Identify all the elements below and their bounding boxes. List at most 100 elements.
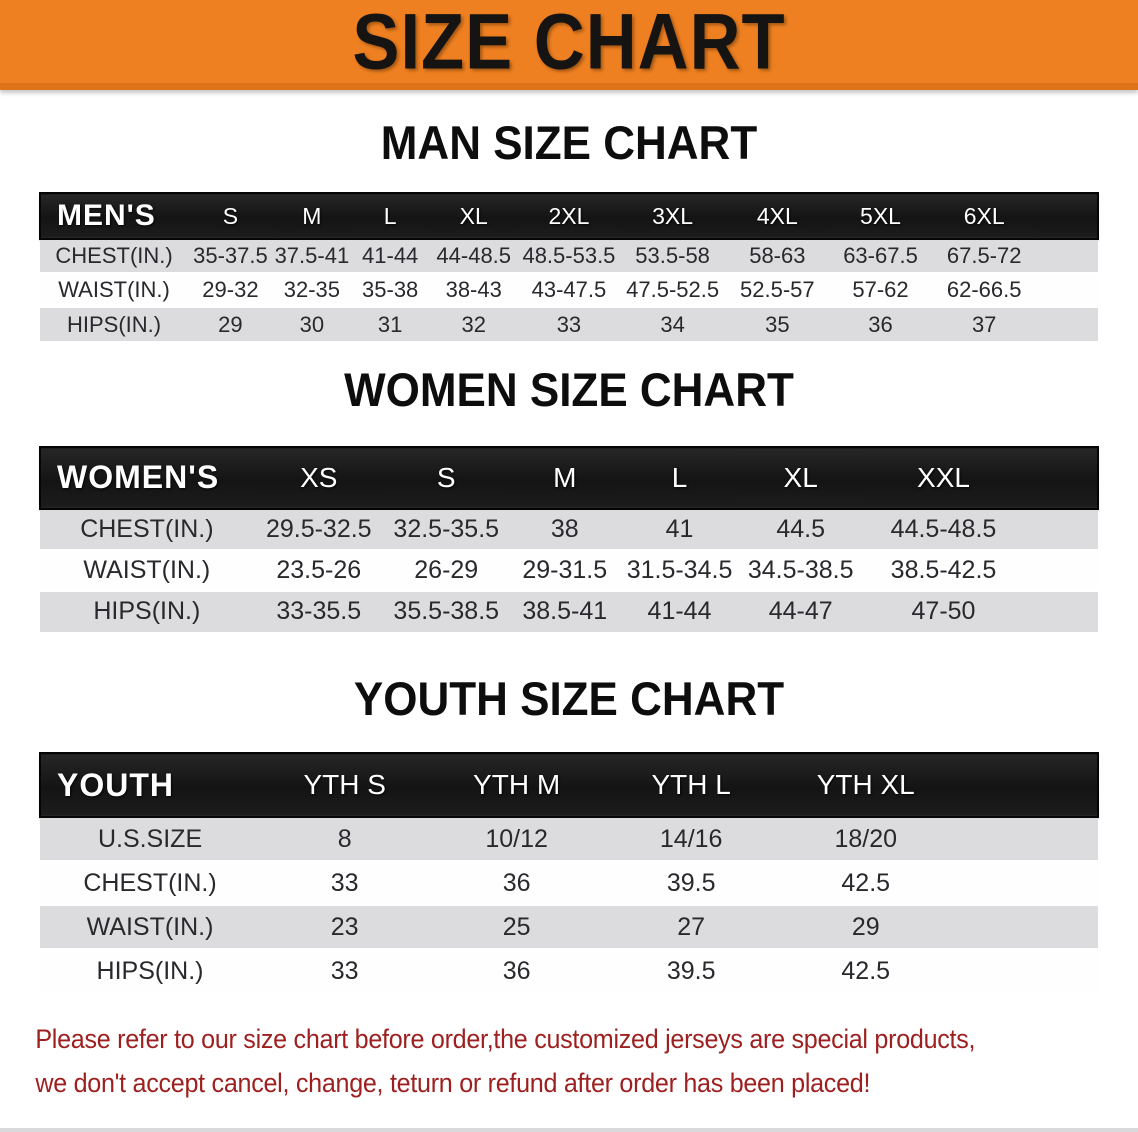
- size-cell: 58-63: [749, 243, 806, 269]
- column-header: YTH M: [473, 769, 561, 801]
- spacer-cell: [953, 861, 1098, 905]
- image-bottom-edge: [0, 1128, 1138, 1132]
- row-label: U.S.SIZE: [97, 824, 203, 853]
- section-women: WOMEN SIZE CHART WOMEN'S XS S M L XL XXL CHEST(…: [0, 341, 1138, 632]
- size-cell: 34.5-38.5: [747, 555, 854, 584]
- spacer-cell: [953, 905, 1098, 949]
- size-cell: 37: [971, 311, 997, 337]
- row-label: WAIST(IN.): [83, 555, 211, 584]
- size-cell: 43-47.5: [531, 277, 607, 303]
- table-corner-label: MEN'S: [57, 199, 156, 233]
- size-cell: 29.5-32.5: [265, 514, 372, 543]
- size-cell: 30: [299, 311, 325, 337]
- size-cell: 38-43: [445, 277, 502, 303]
- size-cell: 23: [330, 912, 359, 941]
- size-cell: 32-35: [283, 277, 341, 303]
- size-cell: 42.5: [841, 868, 891, 897]
- table-header-row: YOUTH YTH S YTH M YTH L YTH XL: [40, 753, 1098, 818]
- size-cell: 35: [765, 311, 790, 337]
- table-row: HIPS(IN.) 29 30 31 32 33 34 35 36 37: [40, 307, 1098, 342]
- table-row: CHEST(IN.) 29.5-32.5 32.5-35.5 38 41 44.5 44.5…: [40, 508, 1098, 550]
- size-cell: 38.5-42.5: [890, 555, 997, 584]
- table-corner-label: WOMEN'S: [57, 459, 220, 496]
- column-header: M: [553, 461, 577, 493]
- size-cell: 36: [502, 868, 531, 897]
- column-header: M: [302, 202, 322, 229]
- size-cell: 34: [660, 311, 685, 337]
- size-cell: 29: [851, 912, 880, 941]
- row-label: CHEST(IN.): [80, 514, 214, 543]
- column-header: XL: [783, 461, 818, 493]
- size-cell: 47.5-52.5: [626, 277, 720, 303]
- size-cell: 67.5-72: [946, 243, 1022, 269]
- size-cell: 10/12: [485, 824, 548, 853]
- size-cell: 57-62: [852, 277, 909, 303]
- column-header: L: [383, 202, 397, 229]
- column-header: 4XL: [756, 202, 798, 229]
- size-cell: 31: [377, 311, 403, 337]
- spacer-cell: [1024, 591, 1098, 632]
- size-cell: 29-32: [202, 277, 259, 303]
- table-row: CHEST(IN.) 33 36 39.5 42.5: [40, 861, 1098, 906]
- table-row: U.S.SIZE 8 10/12 14/16 18/20: [40, 817, 1098, 862]
- size-cell: 41-44: [647, 597, 712, 626]
- size-cell: 52.5-57: [740, 277, 815, 303]
- size-cell: 33: [330, 957, 359, 986]
- size-cell: 32: [461, 311, 486, 337]
- spacer-cell: [1024, 447, 1098, 509]
- column-header: 5XL: [860, 202, 901, 229]
- size-cell: 37.5-41: [274, 243, 350, 269]
- size-cell: 41: [665, 514, 694, 543]
- women-section-title: WOMEN SIZE CHART: [344, 364, 794, 418]
- size-cell: 23.5-26: [276, 555, 362, 584]
- size-cell: 27: [677, 912, 706, 941]
- column-header: YTH S: [303, 769, 386, 801]
- spacer-cell: [1037, 193, 1098, 239]
- table-header-row: MEN'S S M L XL 2XL 3XL 4XL 5XL 6XL: [40, 193, 1098, 240]
- row-label: WAIST(IN.): [86, 912, 214, 941]
- youth-size-table: YOUTH YTH S YTH M YTH L YTH XL U.S.SIZE 8 10/12…: [39, 752, 1099, 994]
- column-header: 6XL: [963, 202, 1005, 229]
- spacer-cell: [953, 817, 1098, 861]
- size-cell: 32.5-35.5: [393, 514, 500, 543]
- row-label: WAIST(IN.): [58, 277, 170, 303]
- table-header-row: WOMEN'S XS S M L XL XXL: [40, 446, 1098, 509]
- size-cell: 18/20: [834, 824, 898, 853]
- spacer-cell: [953, 753, 1098, 817]
- spacer-cell: [953, 949, 1098, 993]
- column-header: S: [222, 202, 239, 229]
- size-cell: 41-44: [362, 243, 419, 269]
- size-cell: 35.5-38.5: [393, 597, 500, 626]
- spacer-cell: [1037, 273, 1098, 307]
- size-cell: 53.5-58: [635, 243, 710, 269]
- size-cell: 8: [337, 824, 352, 853]
- size-cell: 39.5: [666, 868, 716, 897]
- column-header: S: [436, 461, 456, 493]
- size-cell: 44.5-48.5: [890, 514, 997, 543]
- size-cell: 48.5-53.5: [522, 243, 616, 269]
- disclaimer-line-2: we don't accept cancel, change, teturn o…: [35, 1068, 871, 1099]
- spacer-cell: [1037, 307, 1098, 341]
- table-row: CHEST(IN.) 35-37.5 37.5-41 41-44 44-48.5 48.5…: [40, 239, 1098, 274]
- column-header: YTH L: [651, 769, 731, 801]
- size-cell: 44-47: [768, 597, 833, 626]
- column-header: XXL: [917, 461, 970, 493]
- spacer-cell: [1024, 509, 1098, 550]
- size-cell: 36: [868, 311, 893, 337]
- table-row: HIPS(IN.) 33-35.5 35.5-38.5 38.5-41 41-44 44-…: [40, 590, 1098, 632]
- size-cell: 38: [550, 514, 579, 543]
- column-header: L: [671, 461, 688, 493]
- women-size-table: WOMEN'S XS S M L XL XXL CHEST(IN.) 29.5-32.5 32.5…: [39, 446, 1099, 632]
- size-cell: 14/16: [659, 824, 723, 853]
- men-size-table: MEN'S S M L XL 2XL 3XL 4XL 5XL 6XL CHEST(IN.) 35-37…: [39, 192, 1099, 342]
- spacer-cell: [1024, 550, 1098, 591]
- size-cell: 33: [556, 311, 582, 337]
- column-header: 2XL: [548, 202, 590, 229]
- size-cell: 36: [502, 957, 531, 986]
- size-cell: 33-35.5: [276, 597, 362, 626]
- row-label: CHEST(IN.): [83, 868, 217, 897]
- size-cell: 44-48.5: [436, 243, 512, 269]
- row-label: HIPS(IN.): [66, 311, 162, 337]
- size-cell: 62-66.5: [946, 277, 1022, 303]
